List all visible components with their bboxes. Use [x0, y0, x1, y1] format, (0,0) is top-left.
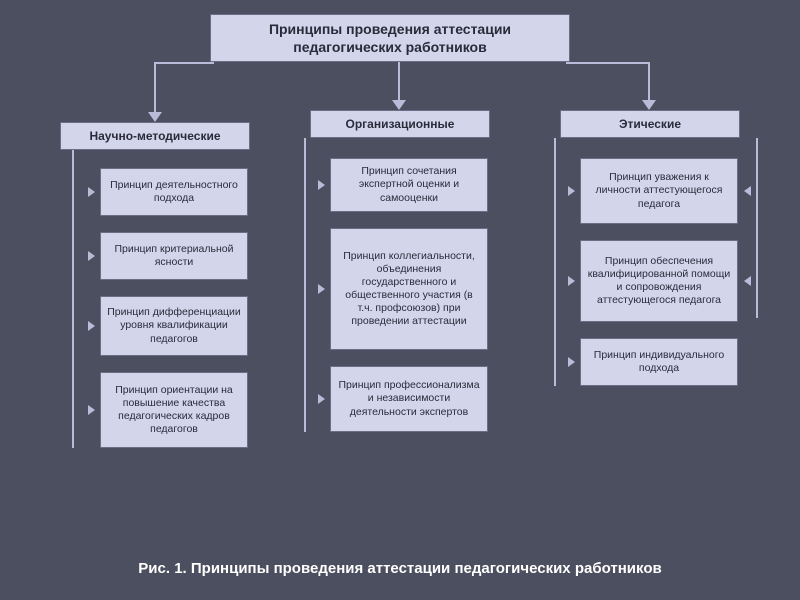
item-box: Принцип дифференциации уровня квалификац…	[100, 296, 248, 356]
category-label: Организационные	[346, 117, 455, 131]
arrow-tip-right	[642, 100, 656, 110]
item-text: Принцип критериальной ясности	[107, 243, 241, 269]
arrow-hline-left	[154, 62, 214, 64]
arrow-stem-center	[398, 62, 400, 100]
arrow-tip-center	[392, 100, 406, 110]
item-box: Принцип деятельностного подхода	[100, 168, 248, 216]
figure-caption: Рис. 1. Принципы проведения аттестации п…	[0, 560, 800, 577]
item-box: Принцип коллегиальности, объединения гос…	[330, 228, 488, 350]
tick-icon	[568, 276, 575, 286]
tick-icon	[744, 186, 751, 196]
item-box: Принцип обеспечения квалифицированной по…	[580, 240, 738, 322]
item-box: Принцип индивидуального подхода	[580, 338, 738, 386]
arrow-stem-right	[648, 62, 650, 100]
category-label: Научно-методические	[89, 129, 220, 143]
tick-icon	[88, 405, 95, 415]
item-text: Принцип деятельностного подхода	[107, 179, 241, 205]
caption-text: Рис. 1. Принципы проведения аттестации п…	[138, 560, 661, 577]
item-box: Принцип уважения к личности аттестующего…	[580, 158, 738, 224]
vline-col2	[304, 138, 306, 432]
tick-icon	[88, 321, 95, 331]
title-text: Принципы проведения аттестации педагогич…	[217, 20, 563, 56]
item-text: Принцип сочетания экспертной оценки и са…	[337, 165, 481, 204]
title-box: Принципы проведения аттестации педагогич…	[210, 14, 570, 62]
item-text: Принцип ориентации на повышение качества…	[107, 384, 241, 437]
category-box-col1: Научно-методические	[60, 122, 250, 150]
item-box: Принцип ориентации на повышение качества…	[100, 372, 248, 448]
tick-icon	[88, 187, 95, 197]
item-text: Принцип индивидуального подхода	[587, 349, 731, 375]
arrow-tip-left	[148, 112, 162, 122]
vline-col3-right	[756, 138, 758, 318]
item-text: Принцип обеспечения квалифицированной по…	[587, 255, 731, 308]
tick-icon	[318, 394, 325, 404]
vline-col3	[554, 138, 556, 386]
item-text: Принцип уважения к личности аттестующего…	[587, 171, 731, 210]
tick-icon	[744, 276, 751, 286]
tick-icon	[568, 357, 575, 367]
item-box: Принцип профессионализма и независимости…	[330, 366, 488, 432]
category-box-col3: Этические	[560, 110, 740, 138]
tick-icon	[318, 180, 325, 190]
arrow-stem-left	[154, 62, 156, 112]
tick-icon	[568, 186, 575, 196]
category-box-col2: Организационные	[310, 110, 490, 138]
item-text: Принцип дифференциации уровня квалификац…	[107, 306, 241, 345]
item-text: Принцип коллегиальности, объединения гос…	[337, 250, 481, 329]
tick-icon	[318, 284, 325, 294]
arrow-hline-right	[566, 62, 650, 64]
item-box: Принцип критериальной ясности	[100, 232, 248, 280]
item-box: Принцип сочетания экспертной оценки и са…	[330, 158, 488, 212]
item-text: Принцип профессионализма и независимости…	[337, 379, 481, 418]
tick-icon	[88, 251, 95, 261]
vline-col1	[72, 150, 74, 448]
category-label: Этические	[619, 117, 681, 131]
